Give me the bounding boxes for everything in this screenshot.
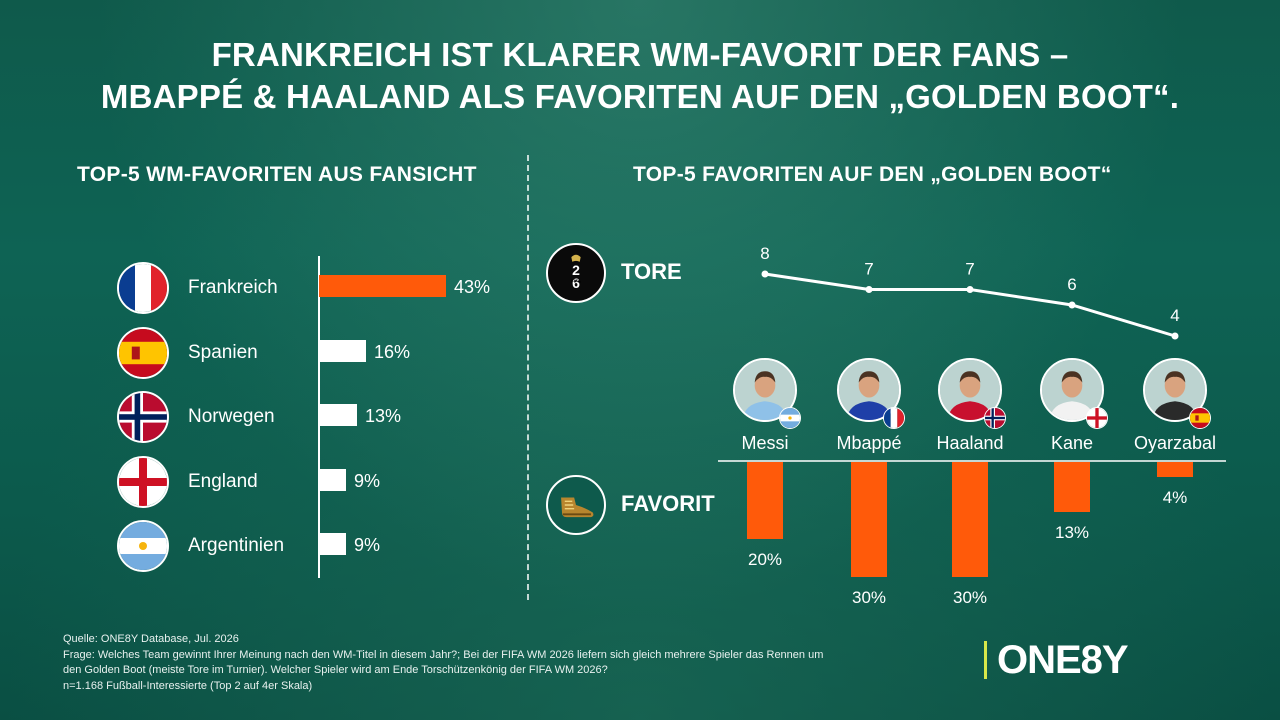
footnote-question-1: Frage: Welches Team gewinnt Ihrer Meinun… [63, 648, 824, 661]
team-row: Frankreich 43% [0, 262, 520, 318]
favorit-value-label: 20% [748, 550, 782, 569]
logo-accent-bar [984, 641, 987, 679]
spain-flag-icon [1189, 407, 1211, 429]
main-title-line-1: FRANKREICH IST KLARER WM-FAVORIT DER FAN… [211, 36, 1069, 73]
logo-text: ONE8Y [997, 637, 1129, 682]
player-name: Kane [1050, 433, 1094, 453]
goals-value-label: 4 [1170, 306, 1179, 325]
player-name: Oyarzabal [1133, 433, 1217, 453]
goals-point [865, 286, 873, 293]
argentina-flag-icon [779, 407, 801, 429]
one8y-logo: ONE8Y [984, 637, 1129, 682]
main-title-line-2: MBAPPÉ & HAALAND ALS FAVORITEN AUF DEN „… [100, 78, 1180, 115]
favorit-value-label: 30% [953, 588, 987, 607]
england-flag-icon [117, 456, 169, 508]
fifa-world-cup-2026-icon: 2 6 FIFA [546, 243, 606, 303]
footnote-sample: n=1.168 Fußball-Interessierte (Top 2 auf… [63, 679, 313, 692]
goals-point [1171, 332, 1179, 340]
team-row: England 9% [0, 456, 520, 512]
goals-point [1068, 301, 1076, 309]
goals-point [966, 286, 974, 293]
team-bar [319, 340, 366, 362]
left-section-title: TOP-5 WM-FAVORITEN AUS FANSICHT [77, 163, 477, 186]
player-name: Messi [741, 433, 789, 453]
favorit-bar [1054, 462, 1090, 512]
team-row: Norwegen 13% [0, 391, 520, 447]
favorit-bar [1157, 462, 1193, 477]
france-flag-icon [883, 407, 905, 429]
goals-value-label: 8 [760, 244, 769, 263]
argentina-flag-icon [117, 520, 169, 572]
svg-text:2: 2 [572, 262, 580, 278]
spain-flag-icon [117, 327, 169, 379]
team-value-label: 43% [454, 277, 491, 297]
goals-value-label: 6 [1067, 275, 1076, 294]
team-name: Norwegen [188, 406, 275, 427]
svg-text:6: 6 [572, 275, 580, 291]
team-bar [319, 469, 346, 491]
goals-point [761, 270, 769, 278]
favorit-value-label: 4% [1163, 488, 1188, 507]
footnote-question-2: den Golden Boot (meiste Tore im Turnier)… [63, 664, 608, 676]
team-name: Spanien [188, 342, 258, 363]
favorit-bar [851, 462, 887, 577]
footnote-source: Quelle: ONE8Y Database, Jul. 2026 [63, 633, 239, 645]
tore-label: TORE [621, 259, 682, 284]
england-flag-icon [1086, 407, 1108, 429]
team-bar [319, 404, 357, 426]
goals-line [764, 272, 1176, 338]
golden-boot-icon [546, 475, 606, 535]
favorit-value-label: 30% [852, 588, 886, 607]
team-name: Argentinien [188, 535, 285, 556]
team-value-label: 9% [354, 471, 381, 491]
team-row: Argentinien 9% [0, 520, 520, 576]
right-section-title: TOP-5 FAVORITEN AUF DEN „GOLDEN BOOT“ [633, 163, 1112, 186]
favorit-label: FAVORIT [621, 491, 715, 516]
svg-text:FIFA: FIFA [571, 278, 582, 283]
player-name: Haaland [936, 433, 1004, 453]
france-flag-icon [117, 262, 169, 314]
player-avatar [733, 358, 797, 422]
team-bar [319, 533, 346, 555]
favorit-bar [747, 462, 783, 539]
player-name: Mbappé [836, 433, 902, 453]
norway-flag-icon [984, 407, 1006, 429]
team-value-label: 13% [365, 406, 402, 426]
team-row: Spanien 16% [0, 327, 520, 383]
section-divider [527, 155, 529, 600]
goals-value-label: 7 [864, 260, 873, 279]
norway-flag-icon [117, 391, 169, 443]
favorit-value-label: 13% [1055, 523, 1089, 542]
footnote: Quelle: ONE8Y Database, Jul. 2026 Frage:… [63, 632, 963, 694]
team-bar [319, 275, 446, 297]
team-name: Frankreich [188, 277, 278, 298]
team-value-label: 9% [354, 535, 381, 555]
team-name: England [188, 471, 258, 492]
goals-value-label: 7 [965, 260, 974, 279]
team-value-label: 16% [374, 342, 411, 362]
bar-chart-axis [318, 256, 320, 578]
favorit-bar [952, 462, 988, 577]
